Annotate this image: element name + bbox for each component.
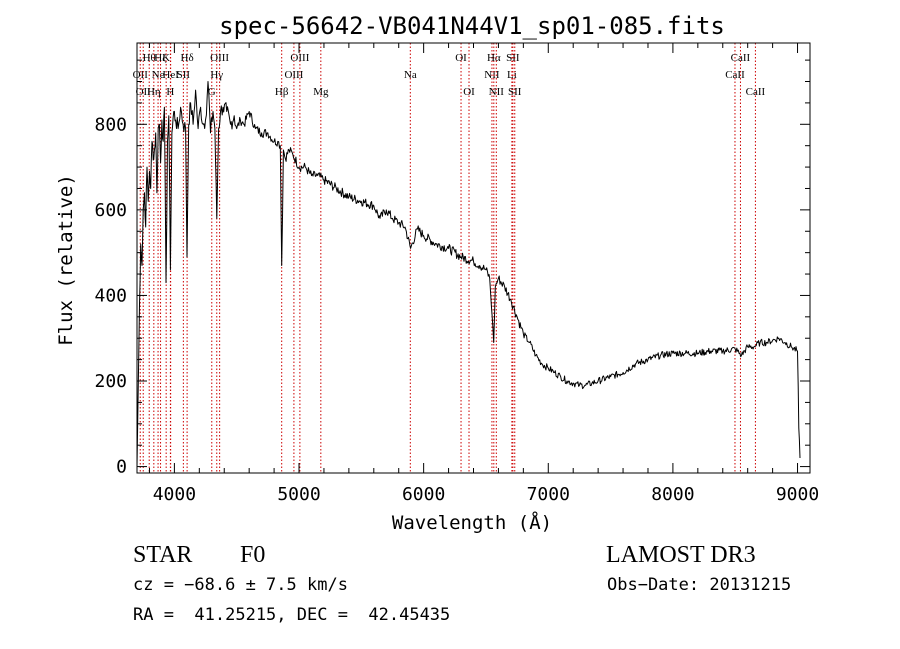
x-tick-label-5000: 5000 xyxy=(277,484,320,505)
line-marker-label-18: Na xyxy=(404,69,417,81)
x-tick-label-7000: 7000 xyxy=(527,484,570,505)
line-marker-label-11: G xyxy=(208,86,216,98)
x-tick-label-9000: 9000 xyxy=(776,484,819,505)
line-marker-label-20: OI xyxy=(463,86,475,98)
line-marker-label-21: NII xyxy=(484,69,500,81)
line-marker-label-17: Mg xyxy=(313,86,329,98)
line-marker-label-9: SII xyxy=(177,69,191,81)
series-line-flux xyxy=(136,81,801,467)
redshift-readout: cz = −68.6 ± 7.5 km/s xyxy=(133,575,348,595)
y-tick-label-400: 400 xyxy=(94,285,127,306)
x-axis-label: Wavelength (Å) xyxy=(392,511,552,534)
line-marker-label-2: Hθ xyxy=(143,52,156,64)
line-marker-label-6: K xyxy=(162,52,170,64)
y-tick-label-0: 0 xyxy=(116,457,127,478)
y-axis: 0 200 400 600 800 xyxy=(94,59,810,478)
line-marker-label-25: SII xyxy=(506,52,520,64)
line-marker-label-24: Li xyxy=(507,69,517,81)
x-tick-label-6000: 6000 xyxy=(402,484,445,505)
line-marker-label-26: SII xyxy=(508,86,522,98)
line-marker-label-19: OI xyxy=(455,52,467,64)
line-marker-label-0: OII xyxy=(133,69,149,81)
line-marker-label-10: Hδ xyxy=(181,52,194,64)
line-marker-label-28: CaII xyxy=(731,52,751,64)
line-marker-label-23: NII xyxy=(489,86,505,98)
coordinates: RA = 41.25215, DEC = 42.45435 xyxy=(133,605,450,625)
line-marker-label-14: Hβ xyxy=(275,86,289,98)
line-marker-label-3: Hη xyxy=(147,86,161,98)
line-marker-label-4: Ne xyxy=(152,69,165,81)
line-marker-label-13: OIII xyxy=(210,52,229,64)
x-tick-label-4000: 4000 xyxy=(153,484,196,505)
obs-date: Obs−Date: 20131215 xyxy=(607,575,791,595)
plot-frame xyxy=(136,42,811,474)
series-group xyxy=(136,81,801,467)
object-class: STAR xyxy=(133,542,192,568)
line-marker-label-16: OIII xyxy=(290,52,309,64)
x-axis: 4000 5000 6000 7000 8000 9000 xyxy=(148,43,819,505)
chart-title: spec-56642-VB041N44V1_sp01-085.fits xyxy=(219,12,725,40)
spectral-subclass: F0 xyxy=(240,542,265,568)
y-axis-label: Flux (relative) xyxy=(55,174,77,346)
line-marker-label-1: OII xyxy=(136,86,152,98)
line-marker-label-15: OIII xyxy=(284,69,303,81)
line-marker-label-22: Hα xyxy=(487,52,501,64)
y-tick-label-800: 800 xyxy=(94,114,127,135)
line-marker-label-5: Hζ xyxy=(154,52,167,64)
line-marker-label-12: Hγ xyxy=(210,69,223,81)
x-tick-label-8000: 8000 xyxy=(651,484,694,505)
y-tick-label-600: 600 xyxy=(94,200,127,221)
y-tick-label-200: 200 xyxy=(94,371,127,392)
line-marker-label-27: CaII xyxy=(725,69,745,81)
survey-name: LAMOST DR3 xyxy=(606,542,756,568)
line-marker-label-8: H xyxy=(166,86,174,98)
line-marker-label-29: CaII xyxy=(746,86,766,98)
